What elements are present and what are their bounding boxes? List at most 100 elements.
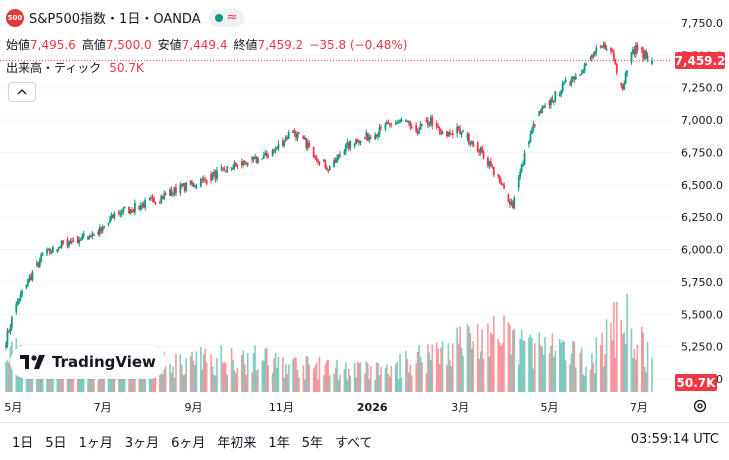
- volume-bar: [69, 367, 72, 392]
- volume-bar: [314, 365, 316, 392]
- volume-bar: [220, 345, 223, 392]
- volume-bar: [142, 376, 145, 392]
- candle-body: [377, 134, 379, 137]
- volume-bar: [295, 357, 297, 392]
- candle-body: [158, 202, 161, 204]
- volume-bar: [378, 375, 381, 392]
- candle-body: [261, 158, 264, 160]
- timeframe-bar: 1日 5日 1ヶ月 3ヶ月 6ヶ月 年初来 1年 5年 すべて: [0, 426, 729, 456]
- candle-body: [246, 163, 249, 165]
- volume-bar: [339, 374, 341, 392]
- candle-body: [129, 209, 132, 214]
- volume-bar: [501, 343, 504, 392]
- timeframe-6m[interactable]: 6ヶ月: [171, 435, 206, 451]
- tradingview-logo-text: TradingView: [52, 353, 156, 371]
- volume-bar: [614, 357, 617, 392]
- volume-bar: [79, 368, 82, 392]
- symbol-title[interactable]: S&P500指数・1日・OANDA: [29, 12, 201, 27]
- candle-body: [66, 239, 69, 247]
- candle-body: [520, 164, 523, 172]
- utc-clock[interactable]: 03:59:14 UTC: [630, 432, 719, 447]
- tradingview-logo[interactable]: TradingView: [10, 345, 166, 379]
- timeframe-ytd[interactable]: 年初来: [217, 435, 257, 451]
- candle-body: [160, 196, 163, 203]
- volume-bar: [472, 340, 475, 392]
- candle-body: [440, 131, 442, 135]
- candle-body: [204, 178, 207, 181]
- volume-bar: [144, 377, 146, 392]
- volume-bar: [624, 344, 627, 392]
- volume-bar: [6, 359, 9, 392]
- x-tick-label: 7月: [630, 401, 648, 414]
- timeframe-1m[interactable]: 1ヶ月: [78, 435, 113, 451]
- candle-body: [317, 159, 319, 162]
- timeframe-3m[interactable]: 3ヶ月: [124, 435, 160, 451]
- timeframe-5d[interactable]: 5日: [45, 435, 67, 451]
- candle-body: [365, 132, 368, 138]
- candle-body: [385, 122, 388, 125]
- candle-body: [81, 236, 84, 240]
- candle-body: [470, 141, 473, 144]
- volume-bar: [531, 337, 533, 392]
- volume-bar: [388, 376, 391, 392]
- volume-bar: [469, 333, 472, 392]
- volume-bar: [594, 373, 596, 392]
- volume-bar: [523, 340, 526, 392]
- candle-body: [46, 249, 48, 254]
- candle-body: [183, 183, 186, 191]
- volume-bar: [583, 376, 586, 392]
- candle-body: [368, 137, 371, 141]
- volume-value: 50.7K: [109, 60, 144, 75]
- candle-body: [510, 201, 513, 205]
- candle-body: [564, 79, 567, 83]
- candle-body: [467, 133, 470, 144]
- volume-bar: [334, 367, 337, 392]
- volume-bar: [189, 356, 192, 392]
- volume-bar: [564, 360, 567, 392]
- candle-body: [235, 162, 237, 166]
- timeframe-1d[interactable]: 1日: [12, 435, 34, 451]
- volume-bar: [466, 323, 469, 392]
- volume-bar: [397, 378, 400, 392]
- volume-bar: [592, 363, 595, 392]
- candle-body: [192, 182, 195, 187]
- volume-bar: [18, 368, 20, 392]
- gear-icon[interactable]: [692, 398, 708, 414]
- candle-body: [333, 159, 336, 168]
- candle-body: [530, 130, 533, 134]
- candle-body: [5, 344, 7, 348]
- candle-body: [312, 147, 315, 157]
- market-status-pill[interactable]: ≈: [208, 8, 244, 27]
- volume-bar: [292, 358, 294, 392]
- open-label: 始値: [6, 38, 31, 52]
- volume-bar: [343, 369, 346, 392]
- candle-body: [421, 123, 423, 125]
- volume-bar: [62, 376, 64, 392]
- volume-bar: [345, 362, 347, 392]
- collapse-legend-button[interactable]: [8, 82, 36, 102]
- volume-label[interactable]: 出来高・ティック: [6, 61, 102, 75]
- timeframe-1y[interactable]: 1年: [268, 435, 290, 451]
- timeframe-5y[interactable]: 5年: [301, 435, 323, 451]
- volume-bar: [296, 369, 299, 392]
- volume-bar: [317, 379, 319, 392]
- volume-bar: [119, 368, 122, 392]
- time-axis: 5月 7月 9月 11月 2026 3月 5月 7月: [4, 401, 647, 414]
- candle-body: [82, 233, 85, 237]
- volume-bar: [109, 373, 111, 392]
- candle-body: [132, 211, 135, 213]
- timeframe-all[interactable]: すべて: [334, 435, 373, 451]
- volume-bar: [122, 378, 124, 392]
- candle-body: [109, 219, 111, 223]
- candle-body: [416, 131, 419, 134]
- candle-body: [517, 177, 520, 188]
- x-tick-label: 5月: [540, 401, 558, 414]
- candle-body: [511, 201, 514, 209]
- volume-bar: [503, 315, 505, 392]
- candle-body: [142, 204, 145, 208]
- candle-body: [210, 174, 212, 181]
- candle-body: [472, 141, 475, 147]
- candle-body: [621, 84, 624, 90]
- volume-bar: [76, 373, 79, 392]
